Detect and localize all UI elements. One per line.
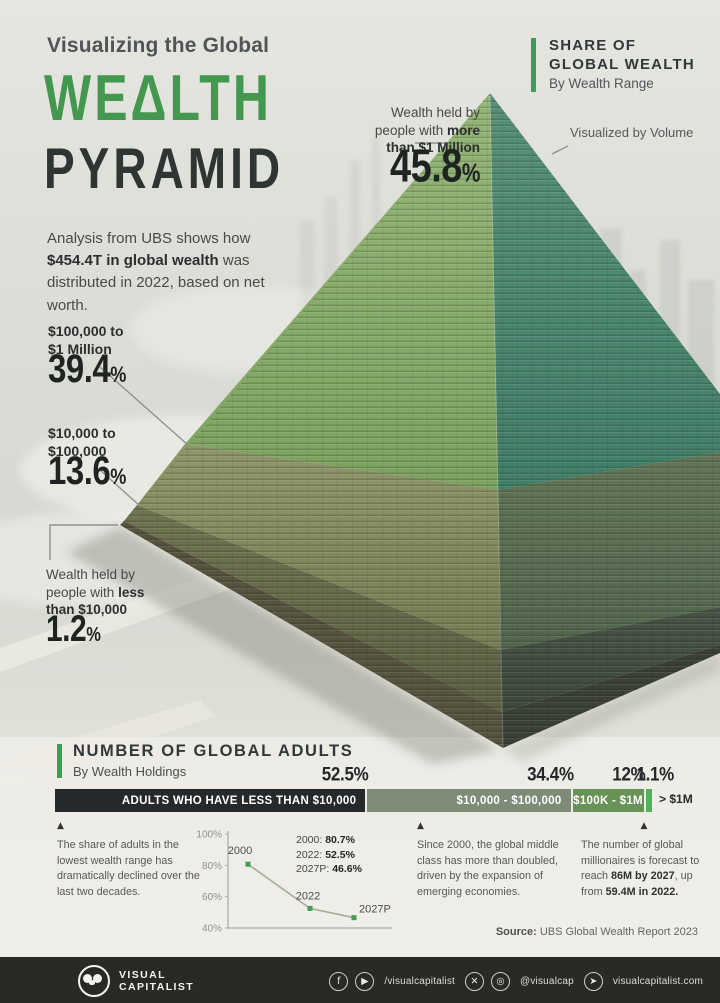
title-pyramid: PYRAMID [44, 135, 285, 201]
svg-text:80%: 80% [202, 861, 222, 872]
footer-instagram-handle[interactable]: @visualcap [520, 975, 574, 987]
pyramid-shadow-right [503, 654, 720, 762]
bar-segment-1: $10,000 - $100,000 [367, 789, 571, 812]
bar-segment-3 [645, 789, 652, 812]
bar-percent-2: 12% [612, 763, 646, 785]
bar-percent-row: 52.5% 34.4% 12% 1.1% [0, 763, 720, 786]
bar-segment-label: $100K - $1M [573, 794, 643, 807]
footer-social-row: f ▶ /visualcapitalist ✕ ◎ @visualcap ➤ visualca… [329, 970, 706, 992]
intro-paragraph: Analysis from UBS shows how $454.4T in g… [47, 230, 265, 314]
value-100k-1m: 39.4% [48, 345, 126, 391]
volume-note: Visualized by Volume [570, 125, 694, 140]
triangle-marker-icon: ▲ [417, 821, 424, 831]
label-millionaires: Wealth held by people with more than $1 … [300, 104, 481, 192]
accent-bar [531, 38, 536, 92]
share-header-title: SHARE OF GLOBAL WEALTH [549, 37, 695, 73]
label-connectors [49, 142, 569, 560]
bar-segment-label: ADULTS WHO HAVE LESS THAN $10,000 [121, 794, 357, 807]
note-millionaires: ▲ The number of global millionaires is f… [581, 820, 707, 901]
triangle-marker-icon: ▲ [57, 821, 64, 831]
label-under-10k: Wealth held by people with less than $10… [46, 566, 226, 650]
svg-text:40%: 40% [202, 924, 222, 935]
source-note: Source: UBS Global Wealth Report 2023 [495, 926, 698, 938]
bar-segment-2: $100K - $1M [572, 789, 644, 812]
bar-outside-label: > $1M [659, 792, 693, 806]
svg-text:2000: 2000 [228, 845, 252, 857]
value-10k-100k: 13.6% [48, 447, 126, 493]
pyramid-front-edge-highlight [489, 92, 504, 749]
svg-text:2027P: 2027P [359, 904, 391, 916]
kicker: Visualizing the Global [47, 34, 270, 57]
trend-chart: 100% 80% 60% 40% 2000 2022 2027P [196, 830, 392, 935]
note-middle-class: ▲ Since 2000, the global middle class ha… [417, 820, 569, 901]
svg-text:2022: 2022 [296, 890, 320, 902]
youtube-icon[interactable]: ▶ [355, 971, 375, 991]
adults-subtitle: By Wealth Holdings [73, 764, 187, 779]
svg-text:100%: 100% [196, 830, 222, 841]
value-millionaires: 45.8% [389, 140, 481, 192]
pyramid-shadow [66, 527, 500, 764]
title-wealth: WEΔLTH [44, 61, 272, 135]
pyramid-texture-cols [120, 93, 720, 748]
bar-segment-label: $10,000 - $100,000 [456, 794, 562, 807]
share-header-subtitle: By Wealth Range [549, 76, 654, 91]
trend-chart-legend: 2000: 80.7% 2022: 52.5% 2027P: 46.6% [296, 834, 362, 875]
bar-segment-0: ADULTS WHO HAVE LESS THAN $10,000 [55, 789, 366, 812]
svg-text:60%: 60% [202, 892, 222, 903]
x-twitter-icon[interactable]: ✕ [465, 971, 484, 991]
instagram-icon[interactable]: ◎ [491, 971, 510, 991]
triangle-marker-icon: ▲ [640, 821, 648, 831]
accent-bar-adults [57, 744, 62, 778]
label-10k-100k: $10,000 to $100,000 13.6% [48, 425, 126, 493]
bar-percent-1: 34.4% [527, 763, 574, 785]
bar-percent-3: 1.1% [636, 763, 674, 785]
wealth-holdings-bar: ADULTS WHO HAVE LESS THAN $10,000 $10,000… [55, 789, 652, 812]
visual-capitalist-logo-icon[interactable] [78, 965, 110, 997]
bar-percent-0: 52.5% [321, 763, 369, 785]
cursor-icon[interactable]: ➤ [583, 971, 603, 991]
facebook-icon[interactable]: f [329, 971, 349, 991]
adults-title: NUMBER OF GLOBAL ADULTS [73, 742, 354, 760]
footer-logo-text: VISUAL CAPITALIST [119, 969, 195, 993]
label-100k-1m: $100,000 to $1 Million 39.4% [48, 323, 126, 391]
value-under-10k: 1.2% [46, 608, 101, 650]
footer-website[interactable]: visualcapitalist.com [612, 975, 703, 987]
note-lowest-range: ▲ The share of adults in the lowest weal… [57, 820, 203, 901]
footer-social-handle[interactable]: /visualcapitalist [384, 975, 455, 987]
stats-panel-background [0, 737, 720, 956]
